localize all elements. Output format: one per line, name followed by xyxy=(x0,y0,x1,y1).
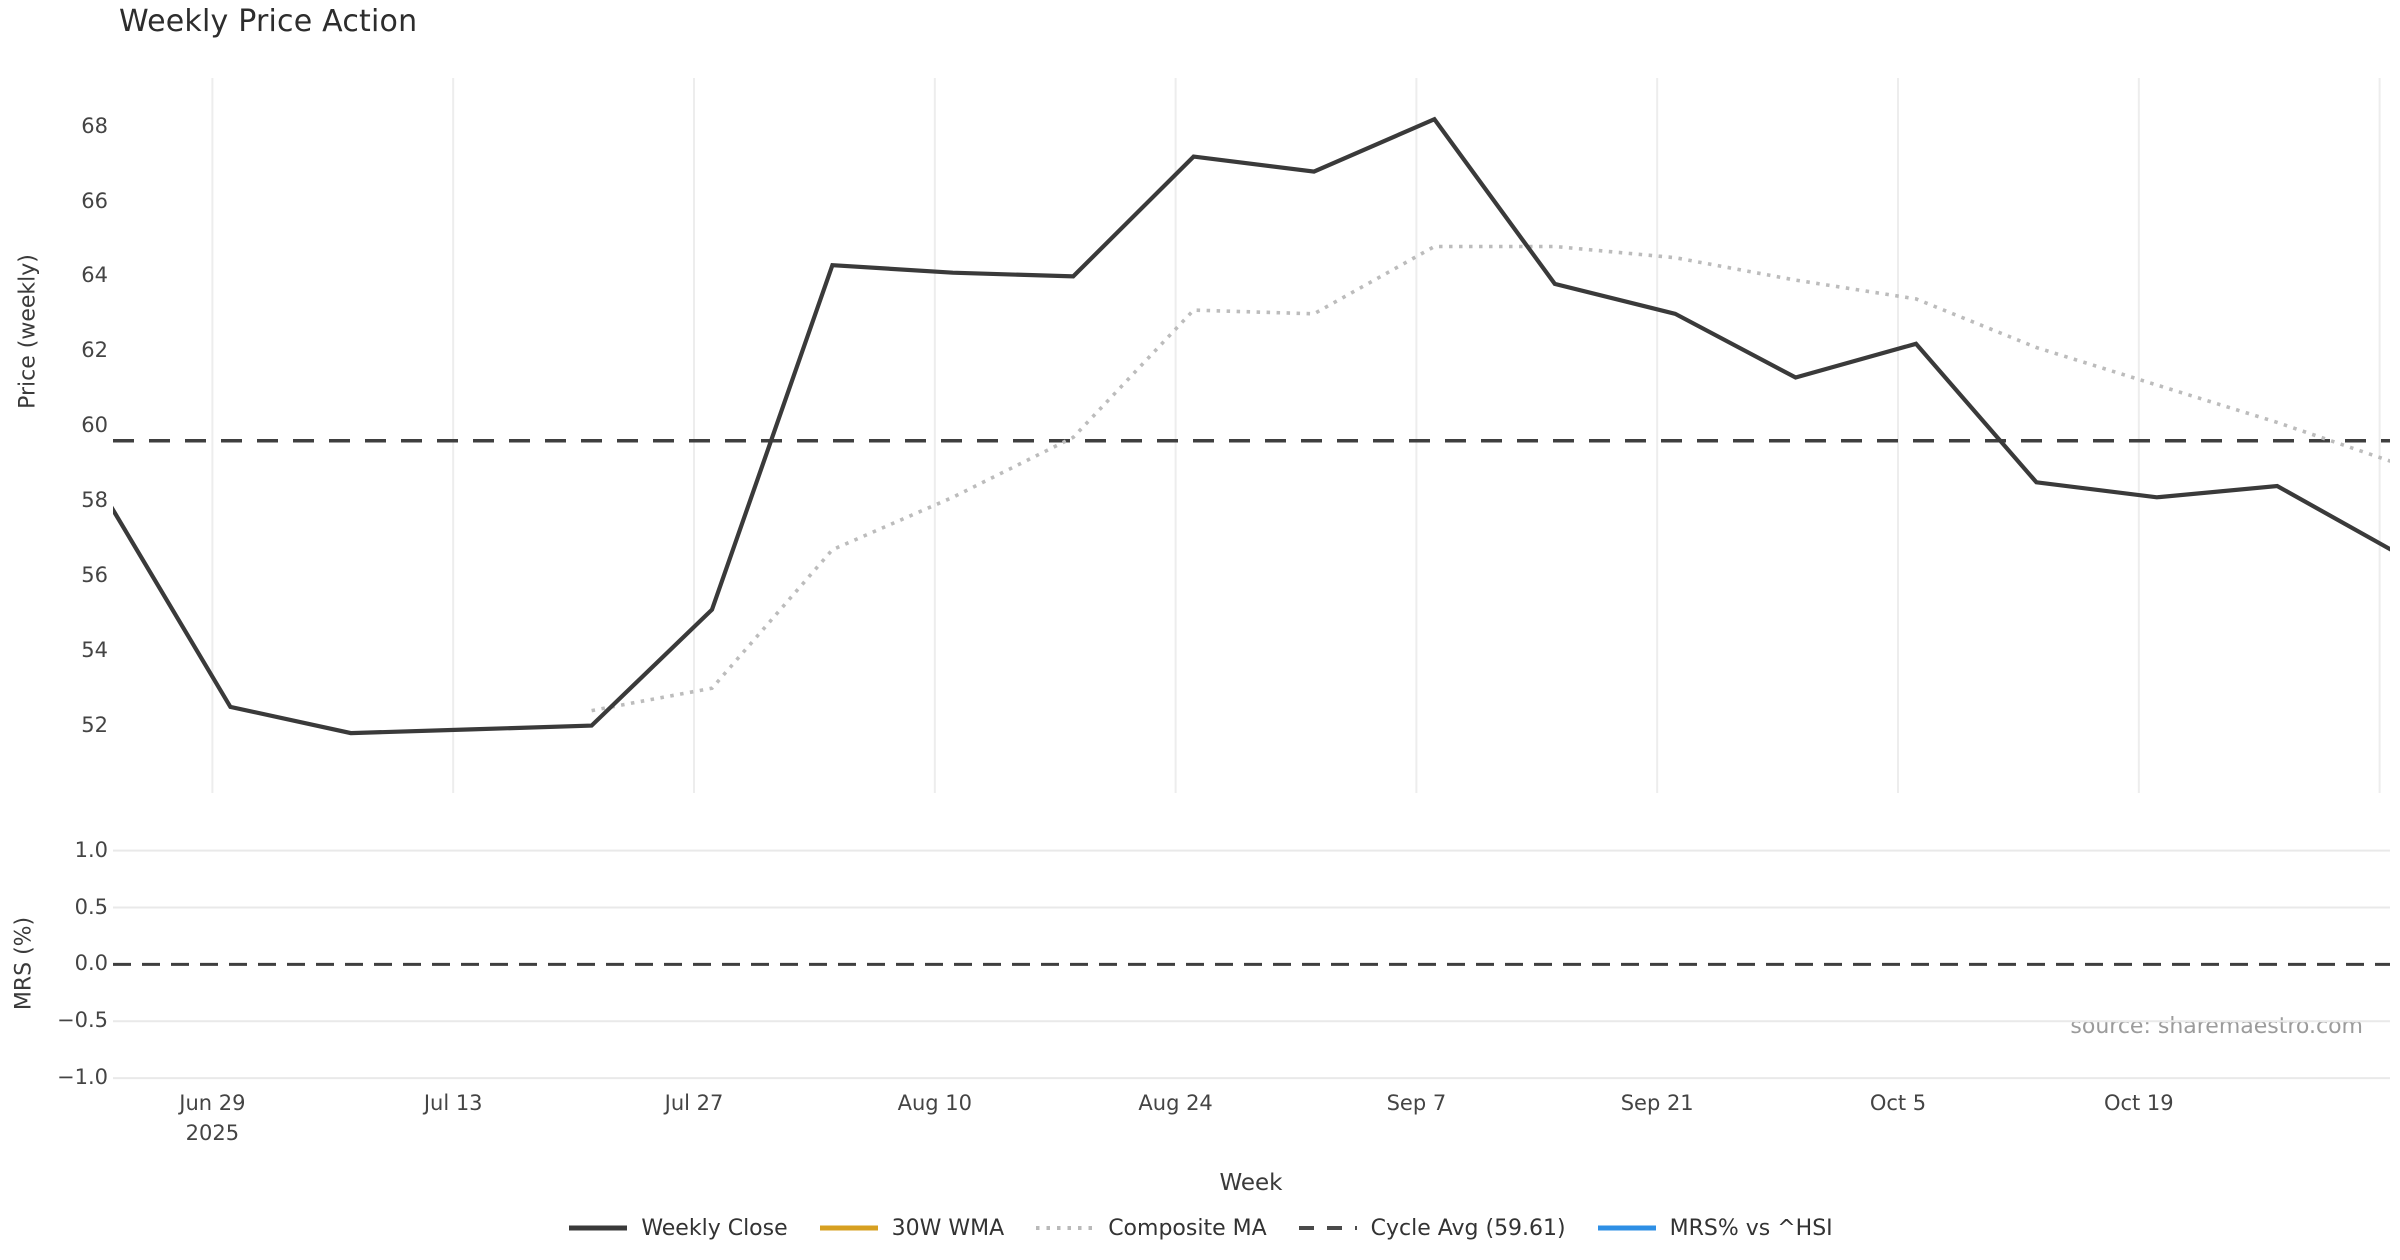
price-ytick-label: 54 xyxy=(81,637,108,662)
price-ytick-label: 58 xyxy=(81,488,108,512)
legend-swatch-dashed xyxy=(1298,1226,1357,1230)
x-tick-label: Oct 19 xyxy=(2103,1091,2174,1115)
legend-swatch-solid xyxy=(819,1225,878,1231)
legend-label: Weekly Close xyxy=(641,1215,788,1241)
legend-label: MRS% vs ^HSI xyxy=(1669,1215,1833,1241)
mrs-ytick-label: 0.5 xyxy=(74,894,108,919)
legend-label: Composite MA xyxy=(1108,1215,1267,1241)
price-ytick-label: 60 xyxy=(81,413,108,438)
source-attribution: source: sharemaestro.com xyxy=(2070,1014,2363,1039)
price-ytick-label: 56 xyxy=(81,562,108,587)
mrs-ytick-label: −1.0 xyxy=(57,1065,108,1090)
x-tick-label: Oct 5 xyxy=(1869,1091,1927,1115)
legend-item-mrs-vs-hsi[interactable]: MRS% vs ^HSI xyxy=(1596,1216,1833,1241)
price-ytick-label: 66 xyxy=(81,188,108,213)
price-ytick-label: 62 xyxy=(81,338,108,363)
x-axis-title: Week xyxy=(1219,1170,1283,1196)
price-ytick-label: 52 xyxy=(81,712,108,737)
legend-item-composite-ma[interactable]: Composite MA xyxy=(1034,1215,1267,1241)
x-tick-label: Jul 27 xyxy=(664,1091,724,1115)
price-ytick-label: 68 xyxy=(81,113,108,138)
chart-title: Weekly Price Action xyxy=(119,4,418,39)
x-tick-label: Aug 10 xyxy=(897,1091,972,1115)
legend-item-cycle-avg-59-61[interactable]: Cycle Avg (59.61) xyxy=(1297,1216,1566,1241)
x-tick-label: Sep 21 xyxy=(1620,1091,1694,1115)
mrs-ytick-label: 1.0 xyxy=(74,837,108,862)
legend-label: 30W WMA xyxy=(891,1215,1005,1241)
legend-item-30w-wma[interactable]: 30W WMA xyxy=(818,1215,1005,1241)
x-tick-label: Jun 29 2025 xyxy=(179,1091,246,1146)
legend-swatch-dotted xyxy=(1036,1226,1095,1230)
composite-ma-line xyxy=(591,244,2390,713)
weekly-close-line xyxy=(113,116,2390,736)
mrs-ytick-label: −0.5 xyxy=(57,1008,108,1033)
price-ytick-label: 64 xyxy=(81,263,108,288)
x-tick-label: Sep 7 xyxy=(1386,1091,1447,1115)
legend-item-weekly-close[interactable]: Weekly Close xyxy=(567,1215,788,1241)
legend-label: Cycle Avg (59.61) xyxy=(1370,1215,1566,1241)
legend-swatch-solid xyxy=(1597,1225,1656,1231)
x-tick-label: Jul 13 xyxy=(423,1091,483,1115)
mrs-ytick-label: 0.0 xyxy=(74,951,108,976)
legend-swatch-solid xyxy=(569,1225,628,1231)
chart-legend: Weekly Close 30W WMA Composite MA Cycle Avg… xyxy=(0,1210,2400,1246)
x-tick-label: Aug 24 xyxy=(1138,1091,1213,1115)
